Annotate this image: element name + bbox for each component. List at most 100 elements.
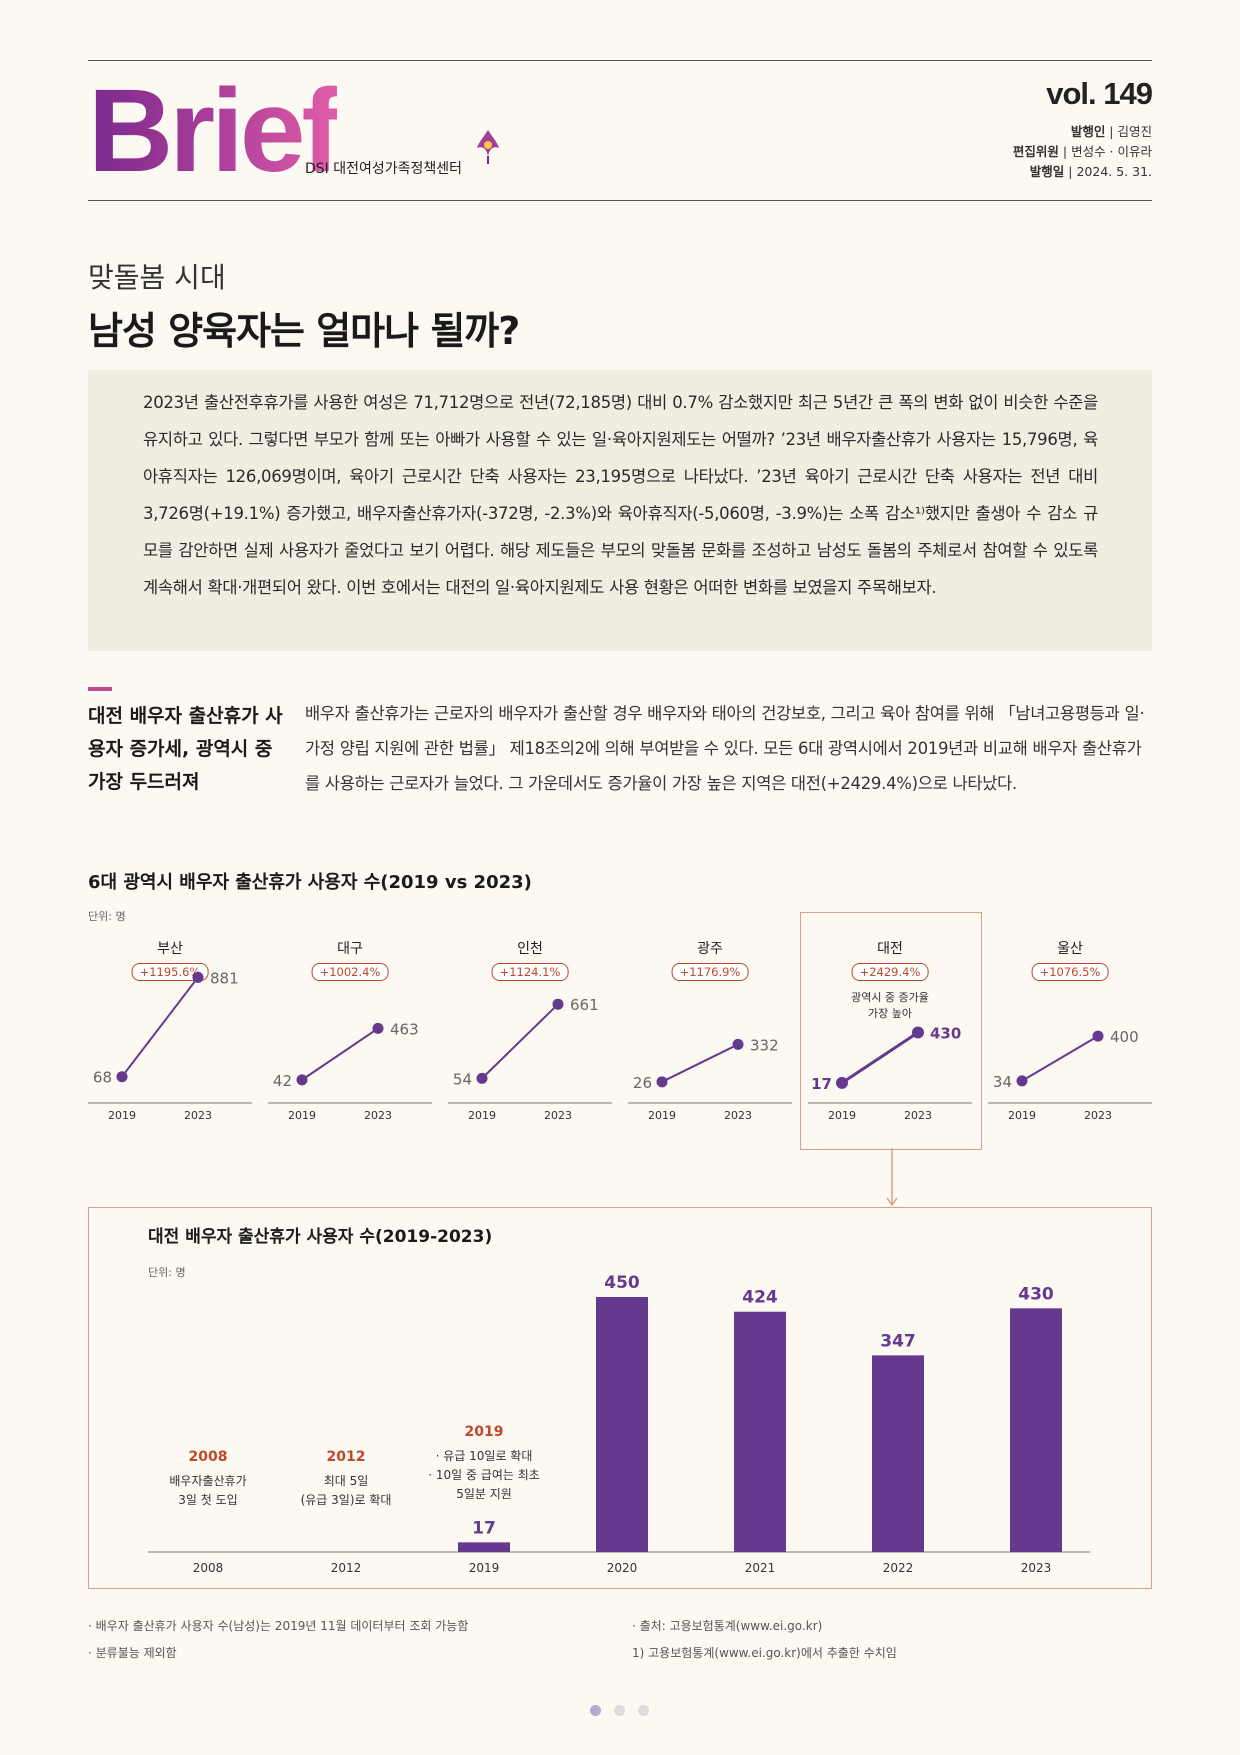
section-body: 배우자 출산휴가는 근로자의 배우자가 출산할 경우 배우자와 태아의 건강보호…: [305, 704, 1145, 793]
mini-chart-svg: 42 463 2019 2023: [268, 1020, 432, 1122]
mini-chart-4: 대전 +2429.4% 광역시 중 증가율 가장 높아 17 430 2019 2023: [808, 930, 972, 1130]
x-tick-label: 2019: [288, 1109, 316, 1122]
city-name: 울산: [1057, 941, 1083, 957]
milestone-year: 2019: [465, 1424, 504, 1440]
mini-chart-svg: 26 332 2019 2023: [628, 1036, 792, 1122]
point-2023: [1092, 1030, 1104, 1042]
mini-chart-2: 인천 +1124.1% 54 661 2019 2023: [448, 930, 612, 1130]
footnote: · 출처: 고용보험통계(www.ei.go.kr): [632, 1619, 823, 1633]
value-label-2023: 881: [210, 969, 239, 987]
city-name: 대전: [877, 941, 903, 957]
mini-chart-svg: 34 400 2019 2023: [988, 1028, 1152, 1122]
org-name: DSI 대전여성가족정책센터: [305, 161, 463, 177]
value-label-2023: 332: [750, 1036, 779, 1054]
chart2-title: 대전 배우자 출산휴가 사용자 수(2019-2023): [148, 1227, 493, 1247]
growth-badge: +1002.4%: [311, 963, 389, 981]
series-line: [841, 1031, 919, 1085]
series-line: [121, 976, 199, 1078]
x-tick-label: 2019: [469, 1561, 500, 1575]
mini-chart-0: 부산 +1195.6% 68 881 2019 2023: [88, 930, 252, 1130]
page-dot-active[interactable]: [590, 1705, 601, 1716]
milestone-text: 배우자출산휴가: [169, 1474, 246, 1488]
x-tick-label: 2021: [745, 1561, 776, 1575]
daejeon-bar-chart: 2008 2012 17 2019 450 2020 424 2021 347 2022 430 20…: [148, 1273, 1090, 1575]
growth-badge: +1124.1%: [491, 963, 569, 981]
publisher-label: 발행인: [1070, 124, 1106, 139]
x-tick-label: 2019: [108, 1109, 136, 1122]
bar-value-label: 347: [880, 1331, 916, 1351]
publisher-value: | 김영진: [1105, 124, 1152, 139]
milestone-text: (유급 3일)로 확대: [301, 1493, 392, 1507]
milestone-text: 최대 5일: [324, 1474, 369, 1488]
point-2019: [116, 1071, 128, 1083]
series-line: [301, 1027, 379, 1081]
point-2023: [192, 971, 204, 983]
x-tick-label: 2023: [544, 1109, 572, 1122]
point-2019: [1016, 1075, 1028, 1087]
page-indicator: [590, 1701, 662, 1720]
note-line: 가장 높아: [868, 1007, 912, 1020]
bar-2022: [872, 1355, 924, 1552]
dsi-emblem-icon: [473, 126, 503, 170]
point-2019: [656, 1076, 668, 1088]
growth-badge: +1176.9%: [671, 963, 749, 981]
point-2023: [372, 1022, 384, 1034]
bar-2021: [734, 1311, 786, 1552]
point-2023: [912, 1026, 924, 1039]
bar-2020: [596, 1297, 648, 1552]
x-tick-label: 2020: [607, 1561, 638, 1575]
value-label-2019: 54: [453, 1070, 472, 1088]
date-label: 발행일: [1029, 164, 1065, 179]
x-tick-label: 2019: [828, 1109, 856, 1122]
value-label-2023: 400: [1110, 1028, 1139, 1046]
x-tick-label: 2023: [1084, 1109, 1112, 1122]
chart1-unit: 단위: 명: [88, 910, 126, 923]
bar-value-label: 450: [604, 1273, 640, 1293]
city-name: 광주: [697, 941, 723, 957]
city-name: 인천: [517, 941, 543, 957]
summary-text: 2023년 출산전후휴가를 사용한 여성은 71,712명으로 전년(72,18…: [143, 393, 1098, 597]
x-tick-label: 2019: [1008, 1109, 1036, 1122]
point-2019: [296, 1074, 308, 1086]
city-name: 부산: [157, 941, 183, 957]
value-label-2023: 661: [570, 996, 599, 1014]
x-tick-label: 2023: [1021, 1561, 1052, 1575]
publication-meta: 발행인 | 김영진 편집위원 | 변성수 · 이유라 발행일 | 2024. 5…: [1013, 122, 1152, 182]
milestone-text: 5일분 지원: [456, 1487, 512, 1501]
footnote: · 배우자 출산휴가 사용자 수(남성)는 2019년 11월 데이터부터 조회…: [88, 1619, 469, 1633]
value-label-2019: 34: [993, 1073, 1012, 1091]
brief-logo: Brief: [88, 65, 341, 197]
x-tick-label: 2019: [648, 1109, 676, 1122]
footnote: · 분류불능 제외함: [88, 1646, 177, 1660]
note-line: 광역시 중 증가율: [851, 991, 929, 1004]
series-line: [661, 1043, 739, 1083]
page-title: 남성 양육자는 얼마나 될까?: [88, 309, 520, 353]
point-2019: [476, 1072, 488, 1084]
point-2019: [836, 1076, 848, 1089]
value-label-2019: 17: [811, 1075, 832, 1093]
value-label-2019: 68: [93, 1069, 112, 1087]
x-tick-label: 2023: [364, 1109, 392, 1122]
mini-chart-svg: 17 430 2019 2023: [808, 1024, 972, 1122]
bar-2019: [458, 1542, 510, 1552]
page-dot[interactable]: [614, 1705, 625, 1716]
mini-chart-3: 광주 +1176.9% 26 332 2019 2023: [628, 930, 792, 1130]
title-kicker: 맞돌봄 시대: [88, 261, 226, 294]
series-line: [481, 1003, 559, 1080]
x-tick-label: 2008: [193, 1561, 224, 1575]
top-rule: [88, 60, 1152, 61]
bar-2023: [1010, 1308, 1062, 1552]
daejeon-highlight-box: [800, 912, 982, 1150]
mini-chart-svg: 68 881 2019 2023: [88, 969, 252, 1122]
chart1-title: 6대 광역시 배우자 출산휴가 사용자 수(2019 vs 2023): [88, 872, 532, 893]
page-dot[interactable]: [638, 1705, 649, 1716]
summary-box: 2023년 출산전후휴가를 사용한 여성은 71,712명으로 전년(72,18…: [88, 370, 1152, 651]
milestone-text: 3일 첫 도입: [178, 1493, 237, 1507]
section-accent-bar: [88, 687, 112, 691]
x-tick-label: 2023: [904, 1109, 932, 1122]
x-tick-label: 2023: [724, 1109, 752, 1122]
mini-chart-1: 대구 +1002.4% 42 463 2019 2023: [268, 930, 432, 1130]
footnotes-left: · 배우자 출산휴가 사용자 수(남성)는 2019년 11월 데이터부터 조회…: [88, 1613, 468, 1667]
chart2-unit: 단위: 명: [148, 1266, 186, 1279]
